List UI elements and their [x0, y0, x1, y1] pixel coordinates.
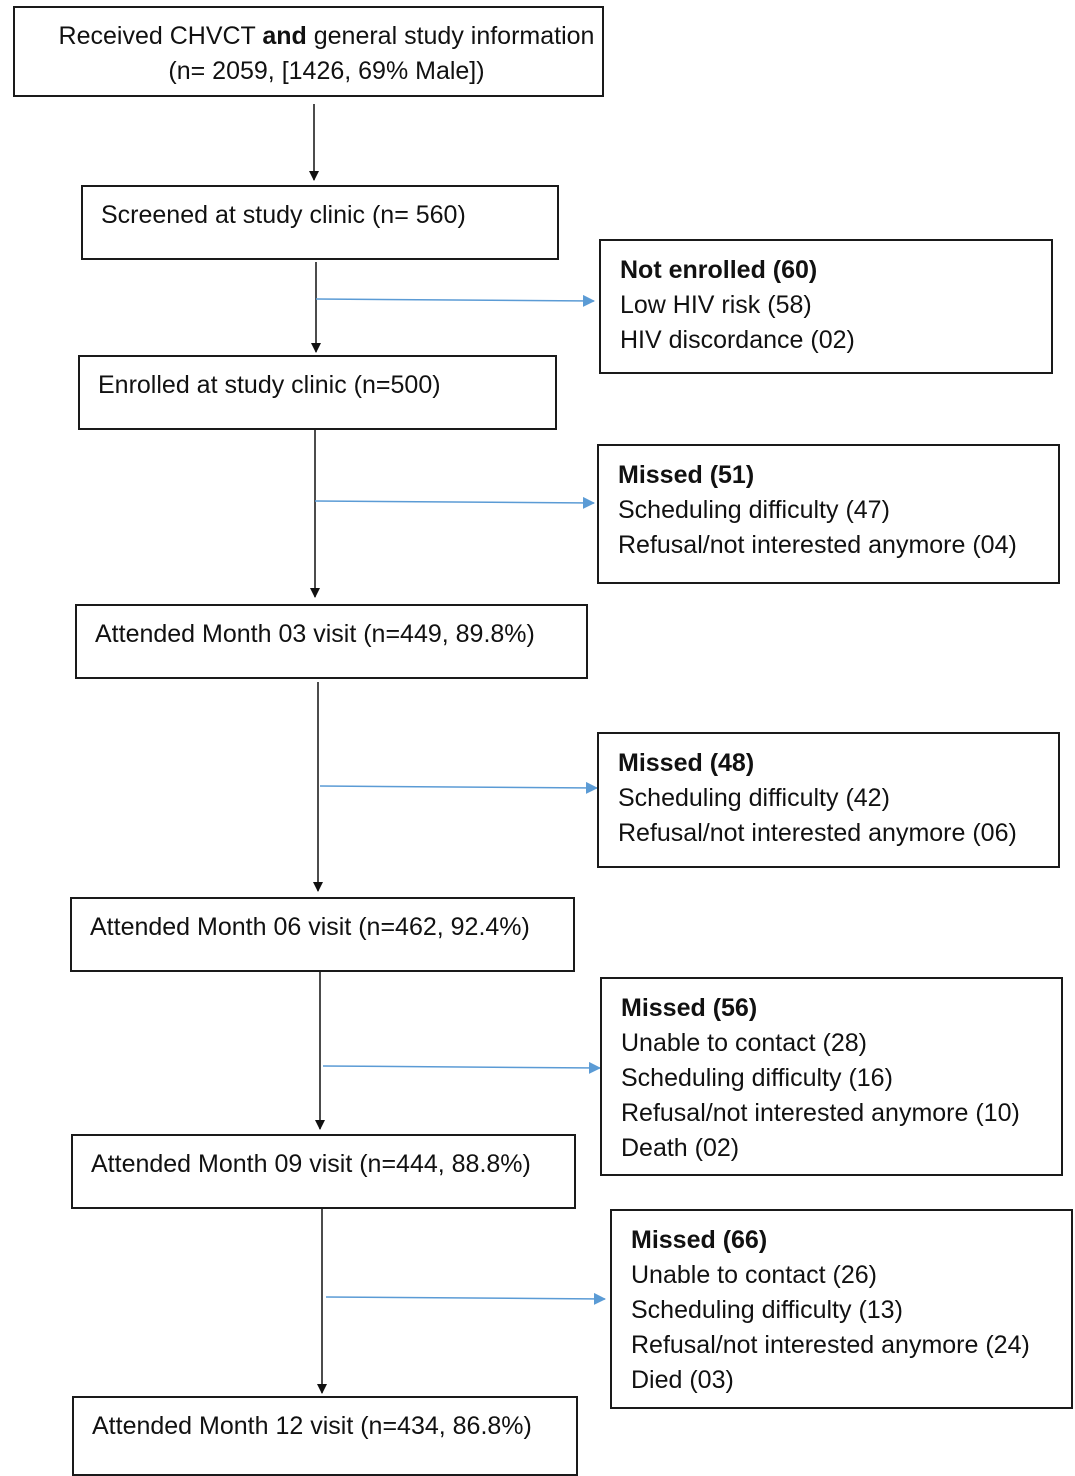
missed-48-item: Refusal/not interested anymore (06) — [618, 819, 1017, 847]
not-enrolled-heading: Not enrolled (60) — [620, 256, 818, 284]
missed-66-box: Missed (66) Unable to contact (26) Sched… — [610, 1209, 1073, 1409]
not-enrolled-item: Low HIV risk (58) — [620, 291, 812, 319]
missed-51-item: Scheduling difficulty (47) — [618, 496, 890, 524]
month12-box: Attended Month 12 visit (n=434, 86.8%) — [72, 1396, 578, 1476]
arrow-to-missed-48 — [319, 781, 598, 794]
missed-66-item: Refusal/not interested anymore (24) — [631, 1331, 1030, 1359]
missed-51-box: Missed (51) Scheduling difficulty (47) R… — [597, 444, 1060, 584]
month06-box: Attended Month 06 visit (n=462, 92.4%) — [70, 897, 575, 972]
month03-box: Attended Month 03 visit (n=449, 89.8%) — [75, 604, 588, 679]
missed-66-item: Scheduling difficulty (13) — [631, 1296, 903, 1324]
arrow-to-not-enrolled — [315, 294, 595, 307]
enrolled-box: Enrolled at study clinic (n=500) — [78, 355, 557, 430]
missed-51-item: Refusal/not interested anymore (04) — [618, 531, 1017, 559]
screened-box-label: Screened at study clinic (n= 560) — [101, 201, 466, 229]
missed-66-item: Unable to contact (26) — [631, 1261, 877, 1289]
not-enrolled-item: HIV discordance (02) — [620, 326, 855, 354]
missed-56-heading: Missed (56) — [621, 994, 758, 1022]
missed-56-item: Death (02) — [621, 1134, 740, 1162]
missed-48-heading: Missed (48) — [618, 749, 755, 777]
month09-box: Attended Month 09 visit (n=444, 88.8%) — [71, 1134, 576, 1209]
missed-56-box: Missed (56) Unable to contact (28) Sched… — [600, 977, 1063, 1176]
received-box-line-1: Received CHVCT and general study informa… — [58, 22, 595, 50]
month03-box-label: Attended Month 03 visit (n=449, 89.8%) — [95, 620, 535, 648]
arrow-to-missed-51 — [314, 496, 595, 509]
missed-56-item: Scheduling difficulty (16) — [621, 1064, 893, 1092]
missed-51-heading: Missed (51) — [618, 461, 755, 489]
missed-56-item: Unable to contact (28) — [621, 1029, 867, 1057]
enrolled-box-label: Enrolled at study clinic (n=500) — [98, 371, 441, 399]
month06-box-label: Attended Month 06 visit (n=462, 92.4%) — [90, 913, 530, 941]
received-box-line-2: (n= 2059, [1426, 69% Male]) — [168, 57, 485, 85]
missed-48-item: Scheduling difficulty (42) — [618, 784, 890, 812]
missed-66-item: Died (03) — [631, 1366, 734, 1394]
arrow-to-missed-56 — [322, 1061, 601, 1074]
screened-box: Screened at study clinic (n= 560) — [81, 185, 559, 260]
missed-48-box: Missed (48) Scheduling difficulty (42) R… — [597, 732, 1060, 868]
month12-box-label: Attended Month 12 visit (n=434, 86.8%) — [92, 1412, 532, 1440]
missed-66-heading: Missed (66) — [631, 1226, 768, 1254]
received-box: Received CHVCT and general study informa… — [13, 6, 604, 97]
not-enrolled-box: Not enrolled (60) Low HIV risk (58) HIV … — [599, 239, 1053, 374]
month09-box-label: Attended Month 09 visit (n=444, 88.8%) — [91, 1150, 531, 1178]
missed-56-item: Refusal/not interested anymore (10) — [621, 1099, 1020, 1127]
arrow-to-missed-66 — [325, 1292, 606, 1305]
